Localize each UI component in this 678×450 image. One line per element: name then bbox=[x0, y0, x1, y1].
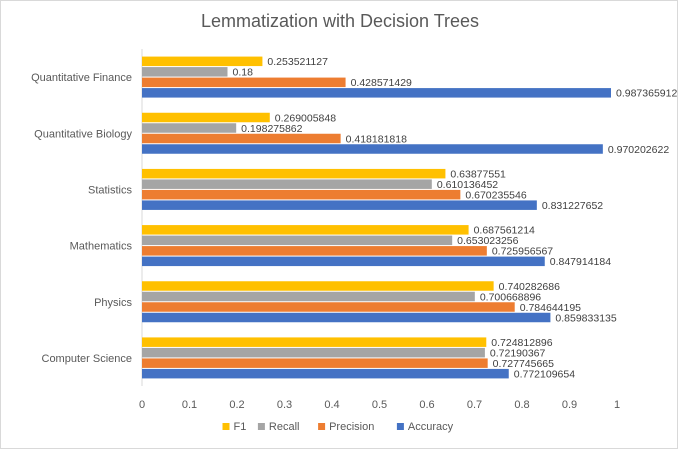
data-label: 0.253521127 bbox=[267, 56, 328, 68]
category-label: Quantitative Finance bbox=[31, 72, 132, 84]
bar-accuracy bbox=[142, 312, 551, 323]
legend-swatch-f1 bbox=[222, 423, 230, 430]
bar-f1 bbox=[142, 225, 469, 235]
bar-precision bbox=[142, 189, 461, 200]
data-label: 0.670235546 bbox=[465, 189, 526, 201]
data-label: 0.198275862 bbox=[241, 123, 302, 135]
data-label: 0.428571429 bbox=[351, 77, 412, 89]
bar-accuracy bbox=[142, 256, 545, 267]
x-tick-label: 0.7 bbox=[467, 399, 482, 411]
bar-precision bbox=[142, 302, 515, 312]
bar-precision bbox=[142, 133, 341, 144]
x-tick-label: 0.3 bbox=[277, 399, 292, 411]
bar-recall bbox=[142, 123, 237, 133]
bar-precision bbox=[142, 358, 488, 368]
data-label: 0.772109654 bbox=[514, 368, 575, 380]
x-tick-label: 0.1 bbox=[182, 399, 197, 411]
bar-recall bbox=[142, 179, 432, 189]
data-label: 0.740282686 bbox=[499, 281, 560, 293]
data-label: 0.610136452 bbox=[437, 179, 498, 191]
x-tick-label: 0.2 bbox=[229, 399, 244, 411]
legend-label-recall: Recall bbox=[269, 421, 300, 433]
bar-f1 bbox=[142, 281, 494, 291]
data-label: 0.653023256 bbox=[457, 235, 518, 247]
bar-f1 bbox=[142, 56, 263, 67]
data-label: 0.847914184 bbox=[550, 256, 611, 268]
legend-swatch-accuracy bbox=[396, 423, 404, 430]
legend-label-accuracy: Accuracy bbox=[408, 421, 454, 433]
legend-swatch-recall bbox=[257, 423, 265, 430]
data-label: 0.269005848 bbox=[275, 112, 336, 124]
data-label: 0.987365912 bbox=[616, 88, 677, 100]
category-label: Quantitative Biology bbox=[34, 128, 132, 140]
legend-label-precision: Precision bbox=[329, 421, 374, 433]
data-label: 0.724812896 bbox=[491, 337, 552, 349]
x-tick-label: 0.9 bbox=[562, 399, 577, 411]
data-label: 0.418181818 bbox=[346, 133, 407, 145]
bar-accuracy bbox=[142, 88, 611, 98]
category-label: Computer Science bbox=[42, 353, 133, 365]
chart-title: Lemmatization with Decision Trees bbox=[200, 11, 480, 31]
data-label: 0.63877551 bbox=[450, 168, 506, 180]
x-tick-label: 0.8 bbox=[514, 399, 529, 411]
data-label: 0.784644195 bbox=[520, 302, 581, 314]
data-label: 0.72190367 bbox=[490, 347, 546, 359]
bar-f1 bbox=[142, 168, 446, 179]
x-tick-label: 0 bbox=[139, 399, 145, 411]
x-tick-label: 0.6 bbox=[419, 399, 434, 411]
bar-f1 bbox=[142, 112, 270, 123]
bar-f1 bbox=[142, 337, 487, 347]
x-tick-label: 0.5 bbox=[372, 399, 387, 411]
data-label: 0.687561214 bbox=[474, 225, 535, 237]
bar-accuracy bbox=[142, 144, 603, 154]
data-label: 0.18 bbox=[233, 67, 254, 79]
data-label: 0.859833135 bbox=[555, 312, 616, 324]
legend-swatch-precision bbox=[318, 423, 326, 430]
x-tick-label: 0.4 bbox=[324, 399, 339, 411]
bar-recall bbox=[142, 67, 228, 77]
data-label: 0.970202622 bbox=[608, 144, 669, 156]
bar-recall bbox=[142, 291, 475, 302]
data-label: 0.725956567 bbox=[492, 246, 553, 258]
category-label: Physics bbox=[94, 297, 132, 309]
data-label: 0.831227652 bbox=[542, 200, 603, 212]
category-label: Statistics bbox=[88, 184, 133, 196]
data-label: 0.727745665 bbox=[493, 358, 554, 370]
bar-precision bbox=[142, 77, 346, 88]
bar-recall bbox=[142, 347, 485, 358]
bar-accuracy bbox=[142, 200, 537, 210]
legend-label-f1: F1 bbox=[234, 421, 247, 433]
category-label: Mathematics bbox=[70, 241, 133, 253]
data-label: 0.700668896 bbox=[480, 291, 541, 303]
bar-recall bbox=[142, 235, 453, 246]
bar-precision bbox=[142, 246, 487, 256]
x-tick-label: 1 bbox=[614, 399, 620, 411]
bar-accuracy bbox=[142, 368, 509, 379]
